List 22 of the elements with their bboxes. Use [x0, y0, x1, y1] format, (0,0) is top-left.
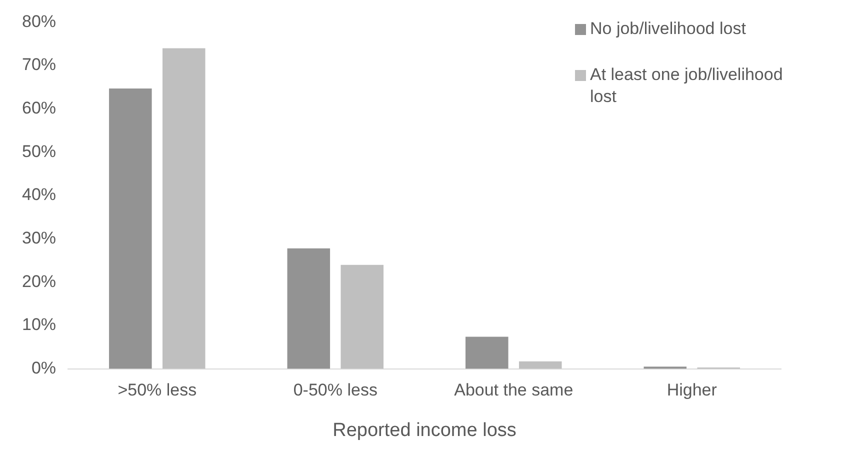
y-tick-label: 50% — [22, 142, 56, 161]
y-tick-label: 10% — [22, 315, 56, 334]
bar — [162, 48, 206, 369]
bar — [287, 248, 330, 369]
y-tick-label: 60% — [22, 98, 56, 118]
y-tick-label: 30% — [22, 228, 56, 248]
x-tick-label: Higher — [666, 380, 718, 400]
x-tick-label: 0-50% less — [293, 380, 378, 400]
x-tick-label: >50% less — [118, 380, 197, 400]
y-tick-label: 20% — [22, 272, 56, 291]
bar — [466, 336, 508, 369]
x-axis-title: Reported income loss — [332, 420, 516, 441]
bar — [340, 264, 384, 369]
legend-label: No job/livelihood lost — [590, 18, 746, 40]
legend-label: At least one job/livelihood lost — [590, 64, 784, 108]
bar — [109, 88, 152, 369]
bar — [518, 361, 562, 369]
x-tick-label: About the same — [454, 380, 574, 400]
y-tick-label: 80% — [22, 12, 56, 31]
y-tick-label: 40% — [22, 185, 56, 204]
y-tick-label: 70% — [22, 55, 56, 74]
y-tick-label: 0% — [31, 358, 56, 378]
